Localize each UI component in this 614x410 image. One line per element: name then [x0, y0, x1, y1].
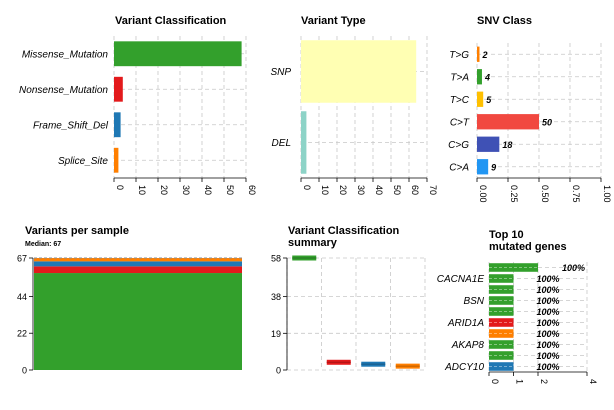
category-label: Missense_Mutation — [22, 49, 109, 60]
panel-variants-per-sample: Variants per sample Median: 67 0 22 44 67 — [17, 225, 242, 376]
x-tick-label: 30 — [181, 185, 191, 195]
category-label: C>T — [450, 117, 470, 128]
gene-label: ADCY10 — [444, 362, 484, 373]
category-label: Nonsense_Mutation — [19, 85, 108, 96]
category-label: T>C — [450, 95, 470, 106]
x-tick-label: 0.25 — [509, 185, 519, 203]
gene-percent-label: 100% — [537, 307, 560, 317]
gene-percent-label: 100% — [537, 329, 560, 339]
x-tick-label: 1 — [515, 379, 525, 384]
stacked-segment-2 — [34, 261, 242, 267]
bar-c-t — [477, 114, 539, 130]
x-tick-label: 50 — [392, 185, 402, 195]
x-tick-label: 1.00 — [602, 185, 612, 203]
bar-missense-mutation — [114, 41, 242, 67]
x-tick-label: 30 — [356, 185, 366, 195]
stacked-segment-3 — [34, 258, 242, 262]
x-tick-label: 10 — [137, 185, 147, 195]
panel-variant-classification: Variant Classification 0 10 20 30 40 50 60 Miss… — [19, 15, 257, 195]
bar-c-g — [477, 136, 500, 152]
x-tick-label: 4 — [588, 379, 598, 384]
y-tick-label: 44 — [17, 292, 27, 302]
bar-splice-site — [114, 147, 119, 173]
category-label: Frame_Shift_Del — [33, 120, 109, 131]
x-tick-label: 10 — [320, 185, 330, 195]
gene-percent-label: 100% — [537, 285, 560, 295]
bar-value-label: 9 — [491, 162, 496, 172]
top10-title-line2: mutated genes — [489, 241, 567, 253]
bar-t-g — [477, 46, 480, 62]
stacked-segment-1 — [34, 266, 242, 274]
x-tick-label: 40 — [374, 185, 384, 195]
panel-variant-type: Variant Type 0 10 20 30 40 50 60 70 SNP DEL — [270, 15, 438, 195]
category-label: T>G — [449, 50, 469, 61]
panel-snv-class: SNV Class 0.00 0.25 0.50 0.75 1.00 T>G 2 T>A 4 T>… — [448, 15, 612, 203]
variants-per-sample-title: Variants per sample — [25, 225, 129, 237]
category-label: C>G — [448, 140, 469, 151]
gene-label: AKAP8 — [451, 340, 485, 351]
y-tick-label: 58 — [271, 254, 281, 264]
category-label: SNP — [270, 67, 291, 78]
gene-label: BSN — [463, 296, 484, 307]
gene-percent-label: 100% — [537, 351, 560, 361]
x-tick-label: 0 — [115, 185, 125, 190]
y-tick-label: 38 — [271, 292, 281, 302]
x-tick-label: 0 — [302, 185, 312, 190]
variant-type-title: Variant Type — [301, 15, 366, 27]
category-label: T>A — [450, 72, 469, 83]
bar-c-a — [477, 159, 489, 175]
gene-percent-label: 100% — [537, 362, 560, 372]
panel-variant-classification-summary: Variant Classification summary 0 19 38 58 — [271, 225, 426, 376]
snv-class-title: SNV Class — [477, 15, 532, 27]
y-tick-label: 0 — [22, 366, 27, 376]
bar-frame-shift-del — [114, 112, 121, 138]
y-tick-label: 0 — [276, 366, 281, 376]
summary-title-line1: Variant Classification — [288, 225, 400, 237]
category-label: C>A — [449, 162, 469, 173]
x-tick-label: 60 — [410, 185, 420, 195]
gene-percent-label: 100% — [537, 274, 560, 284]
bar-value-label: 18 — [502, 140, 512, 150]
bar-value-label: 4 — [484, 72, 490, 82]
x-tick-label: 70 — [428, 185, 438, 195]
gene-percent-label: 100% — [537, 318, 560, 328]
summary-title-line2: summary — [288, 237, 338, 249]
bar-t-c — [477, 91, 484, 107]
x-tick-label: 2 — [539, 379, 549, 384]
x-tick-label: 0.75 — [571, 185, 581, 203]
category-label: Splice_Site — [58, 156, 108, 167]
x-tick-label: 40 — [203, 185, 213, 195]
gene-bar-segment — [489, 263, 538, 272]
bar-snp — [301, 40, 417, 103]
bar-t-a — [477, 69, 482, 85]
bar-value-label: 5 — [486, 95, 492, 105]
gene-percent-label: 100% — [562, 263, 585, 273]
y-tick-label: 19 — [271, 329, 281, 339]
panel-top10-mutated-genes: Top 10 mutated genes 0 1 2 4 100% CACNA1E 100%… — [437, 229, 598, 384]
x-tick-label: 0 — [490, 379, 500, 384]
stacked-segment-0 — [34, 273, 242, 370]
median-label: Median: 67 — [25, 241, 61, 248]
y-tick-label: 22 — [17, 329, 27, 339]
gene-label: ARID1A — [447, 318, 484, 329]
x-tick-label: 50 — [225, 185, 235, 195]
gene-label: CACNA1E — [437, 274, 485, 285]
x-tick-label: 20 — [338, 185, 348, 195]
top10-title-line1: Top 10 — [489, 229, 524, 241]
x-tick-label: 20 — [159, 185, 169, 195]
bar-nonsense-mutation — [114, 76, 123, 102]
x-tick-label: 0.00 — [478, 185, 488, 203]
gene-percent-label: 100% — [537, 340, 560, 350]
bar-del — [301, 111, 307, 174]
bar-value-label: 2 — [481, 50, 487, 60]
gene-percent-label: 100% — [537, 296, 560, 306]
y-tick-label: 67 — [17, 254, 27, 264]
variant-classification-title: Variant Classification — [115, 15, 227, 27]
category-label: DEL — [272, 138, 291, 149]
x-tick-label: 0.50 — [540, 185, 550, 203]
x-tick-label: 60 — [247, 185, 257, 195]
bar-value-label: 50 — [542, 117, 552, 127]
